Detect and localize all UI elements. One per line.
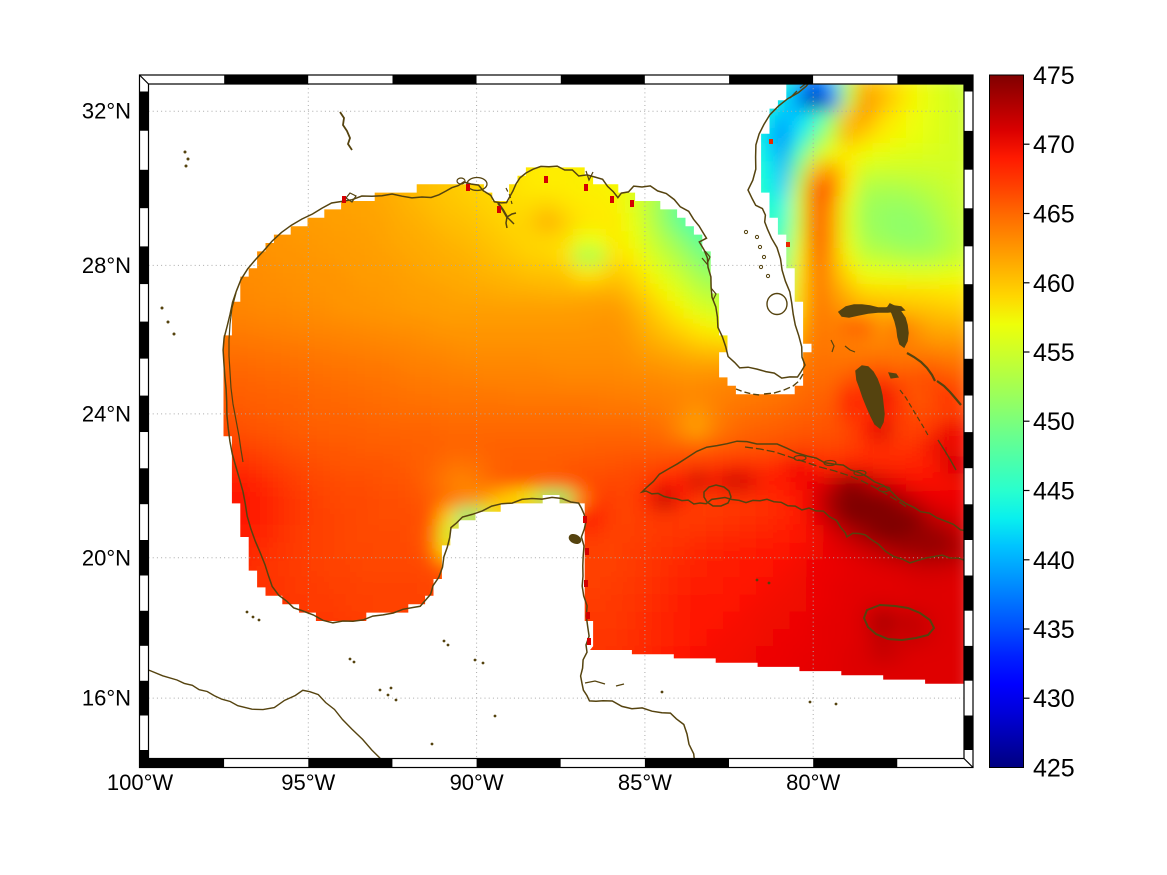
svg-text:90°W: 90°W <box>450 770 504 795</box>
svg-text:80°W: 80°W <box>786 770 840 795</box>
svg-text:16°N: 16°N <box>82 686 131 711</box>
svg-text:470: 470 <box>1033 131 1075 159</box>
svg-text:430: 430 <box>1033 685 1075 713</box>
svg-text:100°W: 100°W <box>107 770 174 795</box>
svg-text:465: 465 <box>1033 201 1075 229</box>
svg-text:95°W: 95°W <box>281 770 335 795</box>
svg-text:450: 450 <box>1033 408 1075 436</box>
svg-text:440: 440 <box>1033 547 1075 575</box>
svg-text:455: 455 <box>1033 339 1075 367</box>
svg-text:28°N: 28°N <box>82 253 131 278</box>
svg-text:445: 445 <box>1033 478 1075 506</box>
svg-text:32°N: 32°N <box>82 99 131 124</box>
svg-text:475: 475 <box>1033 62 1075 90</box>
svg-text:24°N: 24°N <box>82 401 131 426</box>
svg-text:85°W: 85°W <box>618 770 672 795</box>
svg-text:20°N: 20°N <box>82 545 131 570</box>
svg-text:435: 435 <box>1033 616 1075 644</box>
svg-text:425: 425 <box>1033 755 1075 783</box>
svg-text:460: 460 <box>1033 270 1075 298</box>
